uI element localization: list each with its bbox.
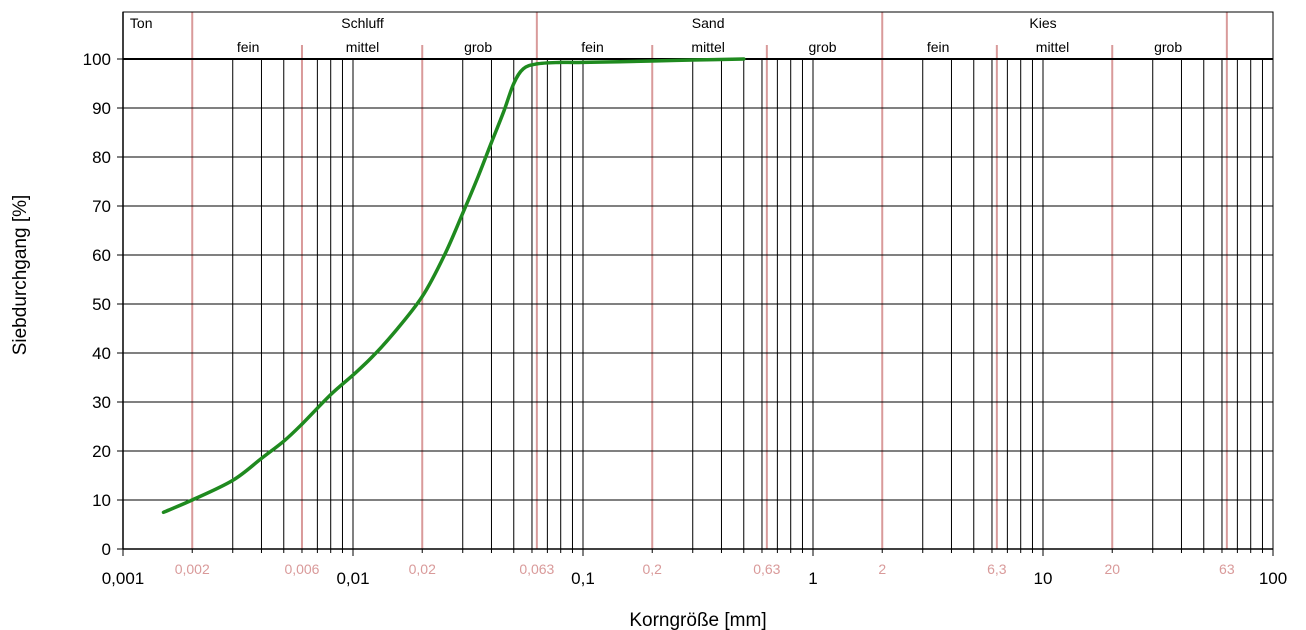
boundary-label: 0,02 [409, 561, 436, 577]
zone-sub-label: fein [927, 39, 950, 55]
x-tick-label: 0,01 [336, 569, 369, 588]
zone-sub-label: grob [1154, 39, 1182, 55]
boundary-gridlines [191, 12, 1228, 549]
boundary-label: 2 [878, 561, 886, 577]
y-tick-label: 90 [92, 99, 111, 118]
x-tick-label: 100 [1259, 569, 1287, 588]
y-axis-title: Siebdurchgang [%] [10, 195, 31, 356]
zone-sub-label: mittel [691, 39, 724, 55]
zone-sub-label: mittel [1036, 39, 1069, 55]
boundary-label: 0,63 [753, 561, 780, 577]
boundary-label: 0,2 [643, 561, 663, 577]
data-series [161, 57, 746, 515]
boundary-label: 0,063 [519, 561, 554, 577]
zone-sub-label: fein [581, 39, 604, 55]
zone-main-label: Sand [692, 15, 725, 31]
zone-main-label: Ton [130, 15, 153, 31]
zone-sub-label: grob [809, 39, 837, 55]
gridlines [123, 58, 1273, 549]
x-tick-label: 10 [1034, 569, 1053, 588]
y-tick-label: 50 [92, 295, 111, 314]
zone-main-label: Schluff [341, 15, 384, 31]
x-axis-title: Korngröße [mm] [629, 610, 766, 630]
zone-sub-label: grob [464, 39, 492, 55]
y-tick-label: 0 [102, 540, 111, 559]
series-line [161, 57, 746, 515]
classification-header: Ton Schluff Sand Kies fein mittel grob fein mitt… [130, 15, 1182, 55]
plot-frame [122, 11, 1274, 550]
y-tick-label: 40 [92, 344, 111, 363]
boundary-label: 0,002 [175, 561, 210, 577]
y-tick-label: 70 [92, 197, 111, 216]
zone-sub-label: mittel [346, 39, 379, 55]
x-tick-label: 0,1 [571, 569, 595, 588]
axis-ticks [117, 58, 1274, 556]
y-tick-label: 100 [83, 50, 111, 69]
boundary-label: 20 [1104, 561, 1120, 577]
x-tick-label: 0,001 [102, 569, 145, 588]
y-tick-label: 10 [92, 491, 111, 510]
y-tick-label: 80 [92, 148, 111, 167]
y-tick-label: 30 [92, 393, 111, 412]
y-tick-label: 20 [92, 442, 111, 461]
y-tick-label: 60 [92, 246, 111, 265]
zone-sub-label: fein [237, 39, 260, 55]
axis-labels: 0 10 20 30 40 50 60 70 80 90 100 0,001 0,01 0,1 1 10 100… [83, 50, 1288, 588]
zone-main-label: Kies [1029, 15, 1056, 31]
x-tick-label: 1 [808, 569, 817, 588]
boundary-label: 63 [1219, 561, 1235, 577]
boundary-label: 6,3 [987, 561, 1007, 577]
boundary-label: 0,006 [284, 561, 319, 577]
